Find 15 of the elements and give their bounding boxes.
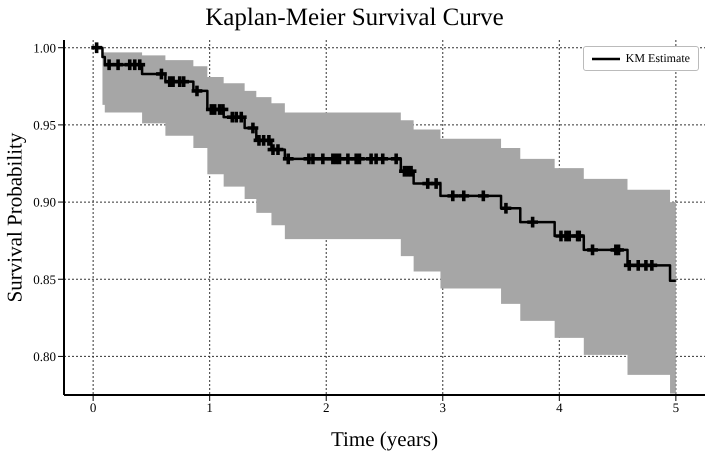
y-tick-label: 0.95 — [33, 118, 56, 133]
x-axis-title: Time (years) — [330, 427, 438, 451]
x-tick-label: 3 — [440, 400, 446, 416]
y-tick-label: 0.85 — [33, 272, 56, 287]
x-tick-label: 1 — [206, 400, 213, 416]
x-tick-label: 0 — [90, 400, 96, 416]
x-tick-label: 5 — [672, 400, 680, 416]
y-tick-label: 1.00 — [33, 40, 56, 56]
legend-label: KM Estimate — [626, 51, 690, 66]
x-tick-label: 2 — [322, 400, 330, 416]
y-tick-label: 0.80 — [33, 349, 56, 364]
chart-title: Kaplan-Meier Survival Curve — [204, 4, 505, 32]
y-tick-label: 0.90 — [33, 194, 56, 210]
y-axis-title: Survival Probability — [2, 132, 26, 302]
x-tick-label: 4 — [556, 400, 564, 416]
